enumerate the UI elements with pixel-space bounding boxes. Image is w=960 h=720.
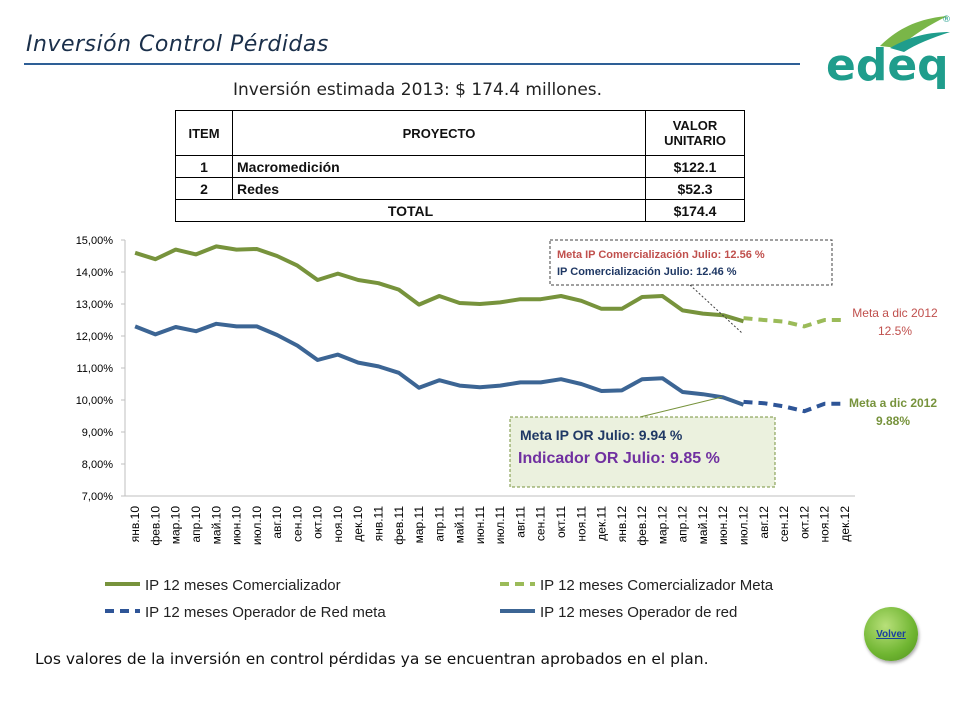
x-axis: янв.10 фев.10 мар.10 апр.10 май.10 июн.10 июл.… — [128, 506, 852, 546]
meta-commercial-label: Meta a dic 2012 — [852, 306, 938, 320]
back-button-label: Volver — [876, 628, 906, 640]
legend-label: IP 12 meses Operador de Red meta — [145, 604, 386, 621]
x-tick-label: июн.11 — [473, 506, 487, 544]
table-header-row: ITEM PROYECTO VALOR UNITARIO — [175, 110, 745, 156]
operator-callout-pointer — [639, 396, 723, 418]
table-row: 2 Redes $52.3 — [175, 177, 745, 200]
header-project: PROYECTO — [232, 110, 646, 156]
x-tick-label: сен.12 — [777, 506, 791, 542]
operator-callout-line: Meta IP OR Julio: 9.94 % — [520, 427, 683, 443]
edeq-logo: edeq ® — [826, 15, 951, 91]
investment-table: ITEM PROYECTO VALOR UNITARIO 1 Macromedi… — [175, 110, 745, 222]
x-tick-label: фев.12 — [635, 506, 649, 546]
x-tick-label: мар.11 — [412, 506, 426, 544]
header-item: ITEM — [175, 110, 233, 156]
y-tick-label: 15,00% — [76, 235, 114, 247]
x-tick-label: апр.11 — [432, 506, 446, 542]
series-line-0 — [134, 244, 745, 324]
y-tick-label: 8,00% — [82, 459, 113, 471]
series-line-2 — [743, 399, 845, 414]
meta-operator-label: 9.88% — [876, 414, 910, 428]
logo-leaf2-icon — [890, 32, 950, 52]
cell-value: $122.1 — [645, 155, 745, 178]
legend-label: IP 12 meses Comercializador Meta — [540, 577, 774, 594]
x-tick-label: янв.12 — [615, 506, 629, 543]
logo-registered-mark: ® — [942, 15, 951, 25]
back-button[interactable]: Volver — [864, 607, 918, 661]
x-tick-label: июл.11 — [493, 506, 507, 545]
x-tick-label: дек.11 — [595, 506, 609, 541]
x-tick-label: мар.12 — [655, 506, 669, 545]
x-tick-label: авг.12 — [757, 506, 771, 539]
legend-label: IP 12 meses Operador de red — [540, 604, 737, 621]
x-tick-label: ноя.12 — [818, 506, 832, 543]
footer-note: Los valores de la inversión en control p… — [35, 650, 709, 668]
callouts: Meta IP Comercialización Julio: 12.56 % I… — [509, 239, 938, 488]
x-tick-label: июл.12 — [736, 506, 750, 545]
x-tick-label: июл.10 — [250, 506, 264, 545]
x-tick-label: май.10 — [209, 506, 223, 545]
slide-title: Inversión Control Pérdidas — [26, 32, 329, 57]
y-tick-label: 10,00% — [76, 395, 114, 407]
y-tick-label: 12,00% — [76, 331, 114, 343]
x-tick-label: сен.11 — [534, 506, 548, 541]
total-label: TOTAL — [175, 199, 646, 222]
commercial-callout-box — [549, 239, 833, 286]
y-axis: 15,00% 14,00% 13,00% 12,00% 11,00% 10,00% 9,00… — [76, 235, 125, 503]
x-tick-label: окт.11 — [554, 506, 568, 538]
table-total-row: TOTAL $174.4 — [175, 199, 745, 222]
x-tick-label: янв.10 — [128, 506, 142, 543]
x-tick-label: фев.10 — [148, 506, 162, 546]
y-tick-label: 7,00% — [82, 491, 113, 503]
x-tick-label: май.12 — [696, 506, 710, 545]
x-tick-label: май.11 — [453, 506, 467, 544]
series-lines — [134, 244, 845, 414]
x-tick-label: дек.12 — [838, 506, 852, 542]
x-tick-label: ноя.10 — [331, 506, 345, 543]
y-tick-label: 9,00% — [82, 427, 113, 439]
cell-value: $52.3 — [645, 177, 745, 200]
legend: IP 12 meses Comercializador IP 12 meses C… — [105, 577, 774, 621]
investment-subtitle: Inversión estimada 2013: $ 174.4 millone… — [233, 80, 603, 100]
x-tick-label: янв.11 — [371, 506, 385, 542]
commercial-callout-pointer — [689, 284, 743, 334]
x-tick-label: авг.10 — [270, 506, 284, 539]
table-row: 1 Macromedición $122.1 — [175, 155, 745, 178]
y-tick-label: 13,00% — [76, 299, 114, 311]
operator-callout-line: Indicador OR Julio: 9.85 % — [518, 450, 720, 467]
total-value: $174.4 — [645, 199, 745, 222]
x-tick-label: окт.12 — [797, 506, 811, 539]
loss-index-chart: 15,00% 14,00% 13,00% 12,00% 11,00% 10,00% 9,00… — [76, 235, 938, 621]
cell-project: Redes — [232, 177, 646, 200]
x-tick-label: фев.11 — [392, 506, 406, 545]
commercial-callout-line: Meta IP Comercialización Julio: 12.56 % — [557, 249, 765, 261]
meta-commercial-label: 12.5% — [878, 324, 912, 338]
operator-callout-box — [509, 416, 776, 488]
cell-project: Macromedición — [232, 155, 646, 178]
x-tick-label: апр.10 — [189, 506, 203, 543]
x-tick-label: ноя.11 — [574, 506, 588, 542]
x-tick-label: июн.12 — [716, 506, 730, 545]
title-underline — [24, 63, 800, 65]
logo-text: edeq — [826, 40, 949, 91]
x-tick-label: сен.10 — [290, 506, 304, 542]
commercial-callout-line: IP Comercialización Julio: 12.46 % — [557, 266, 737, 278]
x-tick-label: окт.10 — [311, 506, 325, 539]
x-tick-label: апр.12 — [676, 506, 690, 543]
legend-label: IP 12 meses Comercializador — [145, 577, 341, 594]
x-tick-label: мар.10 — [169, 506, 183, 545]
header-value: VALOR UNITARIO — [645, 110, 745, 156]
x-tick-label: дек.10 — [351, 506, 365, 542]
series-line-1 — [743, 316, 845, 329]
y-tick-label: 14,00% — [76, 267, 114, 279]
x-tick-label: июн.10 — [230, 506, 244, 545]
cell-item: 2 — [175, 177, 233, 200]
series-line-3 — [134, 321, 745, 407]
meta-operator-label: Meta a dic 2012 — [849, 396, 937, 410]
x-tick-label: авг.11 — [513, 506, 527, 538]
logo-leaf-icon — [880, 16, 948, 48]
y-tick-label: 11,00% — [77, 363, 114, 375]
cell-item: 1 — [175, 155, 233, 178]
